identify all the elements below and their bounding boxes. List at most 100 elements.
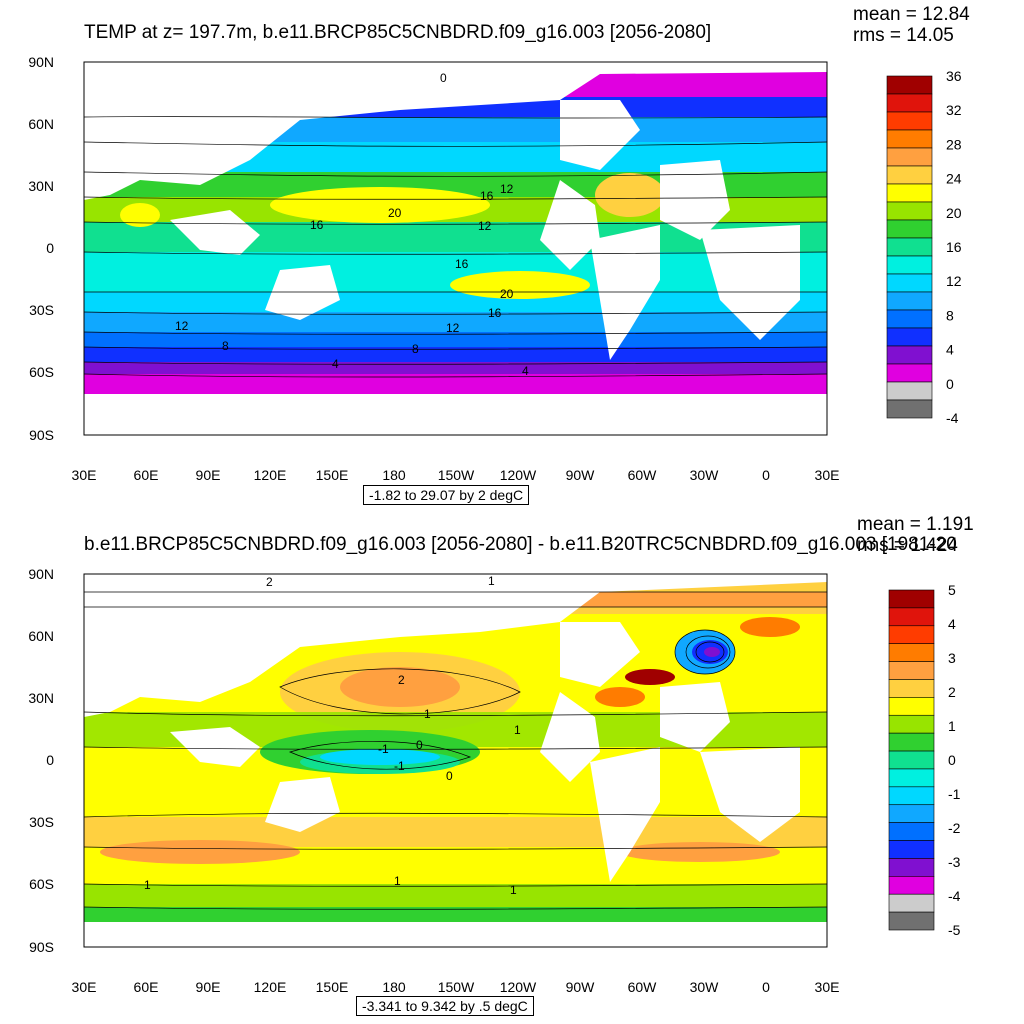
lon-label: 90E — [196, 979, 221, 995]
colorbar-label: 28 — [946, 136, 962, 152]
colorbar-swatch — [888, 679, 935, 698]
colorbar-swatch — [888, 893, 935, 913]
colorbar-swatch — [886, 345, 933, 365]
colorbar-swatch — [888, 643, 935, 662]
contour-label: 4 — [522, 364, 529, 378]
lon-label: 180 — [382, 467, 406, 483]
colorbar-swatch — [886, 75, 933, 95]
lat-label: 30S — [29, 814, 54, 830]
colorbar-swatch — [888, 786, 935, 806]
contour-label: 0 — [440, 71, 447, 85]
lon-label: 60W — [628, 467, 658, 483]
contour-label: 1 — [144, 878, 151, 892]
colorbar-swatch — [888, 768, 935, 788]
colorbar-label: 0 — [946, 376, 954, 392]
colorbar-label: 2 — [948, 684, 956, 700]
colorbar-swatch — [886, 291, 933, 311]
map-frame — [83, 573, 828, 948]
colorbar-swatch — [886, 399, 933, 419]
colorbar: 5 4 3 2 1 0 -1 -2 -3 -4 -5 — [888, 582, 961, 938]
contour-label: 1 — [394, 874, 401, 888]
colorbar-swatch — [886, 93, 933, 113]
lat-label: 0 — [46, 240, 54, 256]
lon-label: 30E — [815, 979, 840, 995]
colorbar-swatch — [888, 714, 935, 734]
colorbar-label: 32 — [946, 102, 962, 118]
colorbar-label: 16 — [946, 239, 962, 255]
temperature-field — [84, 62, 827, 435]
colorbar-swatch — [888, 697, 935, 716]
lat-label: 30N — [28, 178, 54, 194]
colorbar-label: 0 — [948, 752, 956, 768]
range-annotation: -1.82 to 29.07 by 2 degC — [363, 485, 530, 505]
contour-label: 4 — [332, 357, 339, 371]
colorbar-label: -4 — [948, 888, 961, 904]
colorbar-swatch — [886, 183, 933, 203]
contour-label: 1 — [510, 883, 517, 897]
colorbar-label: 36 — [946, 68, 962, 84]
colorbar-label: -4 — [946, 410, 959, 426]
lon-label: 150E — [316, 979, 349, 995]
contour-label: 2 — [398, 673, 405, 687]
colorbar: 36 32 28 24 20 16 12 8 4 0 -4 — [886, 68, 962, 426]
panel-absolute-temperature: TEMP at z= 197.7m, b.e11.BRCP85C5CNBDRD.… — [28, 4, 970, 505]
colorbar-swatch — [888, 822, 935, 841]
colorbar-label: 12 — [946, 273, 962, 289]
panel-title: TEMP at z= 197.7m, b.e11.BRCP85C5CNBDRD.… — [84, 22, 712, 43]
contour-labels: 2 1 2 1 1 -1 0 -1 0 1 1 1 — [144, 574, 521, 897]
colorbar-label: 20 — [946, 205, 962, 221]
colorbar-swatch — [886, 381, 933, 401]
lon-label: 120E — [254, 467, 287, 483]
colorbar-label: 8 — [946, 307, 954, 323]
lon-label: 0 — [762, 979, 770, 995]
colorbar-swatch — [888, 661, 935, 680]
colorbar-swatch — [886, 363, 933, 383]
colorbar-swatch — [888, 840, 935, 859]
lat-label: 90N — [28, 566, 54, 582]
lat-label: 60N — [28, 116, 54, 132]
colorbar-swatch — [886, 273, 933, 293]
colorbar-label: 4 — [948, 616, 956, 632]
lon-label: 90W — [566, 979, 596, 995]
lat-label: 90S — [29, 939, 54, 955]
contour-label: 8 — [412, 342, 419, 356]
colorbar-label: 4 — [946, 342, 954, 358]
lon-label: 60E — [134, 979, 159, 995]
lon-label: 120W — [500, 979, 537, 995]
lon-label: 180 — [382, 979, 406, 995]
colorbar-swatch — [888, 911, 935, 931]
contour-label: 1 — [488, 574, 495, 588]
colorbar-swatch — [888, 858, 935, 877]
contour-label: 1 — [514, 723, 521, 737]
colorbar-swatch — [888, 589, 935, 609]
lon-label: 150W — [438, 467, 475, 483]
lon-label: 120E — [254, 979, 287, 995]
contour-label: 0 — [416, 738, 423, 752]
contour-lines — [84, 591, 827, 910]
colorbar-swatch — [886, 237, 933, 257]
colorbar-swatch — [886, 129, 933, 149]
colorbar-swatch — [886, 111, 933, 131]
contour-label: -1 — [394, 759, 405, 773]
range-annotation: -3.341 to 9.342 by .5 degC — [356, 996, 534, 1016]
mean-value: mean = 1.191 — [857, 514, 974, 535]
lon-label: 30W — [690, 467, 720, 483]
colorbar-label: -5 — [948, 922, 961, 938]
map-figure: 0 12 16 20 16 12 16 20 16 12 12 8 8 4 4 … — [28, 54, 962, 483]
contour-label: 0 — [446, 769, 453, 783]
contour-label: 20 — [388, 206, 402, 220]
colorbar-label: 24 — [946, 171, 962, 187]
difference-field — [84, 574, 827, 947]
longitude-labels: 30E 60E 90E 120E 150E 180 150W 120W 90W … — [72, 979, 840, 995]
colorbar-swatch — [886, 255, 933, 275]
map-figure: 2 1 2 1 1 -1 0 -1 0 1 1 1 90N 60N 30N 0 … — [28, 566, 961, 995]
contour-label: 16 — [480, 189, 494, 203]
lat-label: 60S — [29, 876, 54, 892]
contour-lines — [84, 116, 827, 378]
lon-label: 90E — [196, 467, 221, 483]
colorbar-swatch — [886, 327, 933, 347]
colorbar-label: 3 — [948, 650, 956, 666]
contour-label: 8 — [222, 339, 229, 353]
colorbar-swatch — [886, 309, 933, 329]
lon-label: 150E — [316, 467, 349, 483]
